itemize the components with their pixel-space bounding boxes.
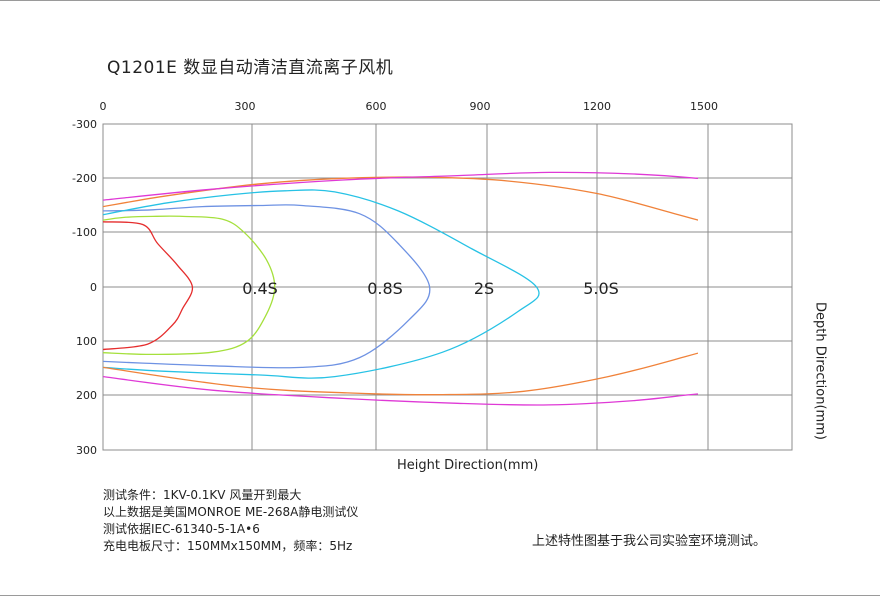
series-line bbox=[103, 189, 540, 379]
note-line: 充电电板尺寸：150MMx150MM，频率：5Hz bbox=[103, 539, 353, 553]
series-line bbox=[103, 215, 276, 356]
y-tick-label: 0 bbox=[90, 281, 97, 294]
test-conditions-notes: 测试条件：1KV-0.1KV 风量开到最大 以上数据是美国MONROE ME-2… bbox=[103, 487, 358, 555]
curve-label: 5.0S bbox=[583, 279, 619, 298]
chart-title: Q1201E 数显自动清洁直流离子风机 bbox=[107, 58, 394, 78]
x-tick-label: 1200 bbox=[583, 100, 611, 113]
x-tick-label: 900 bbox=[470, 100, 491, 113]
y-tick-label: 200 bbox=[76, 389, 97, 402]
curve-label: 0.4S bbox=[242, 279, 278, 298]
x-tick-label: 600 bbox=[366, 100, 387, 113]
note-line: 测试依据IEC-61340-5-1A•6 bbox=[103, 522, 260, 536]
note-line: 以上数据是美国MONROE ME-268A静电测试仪 bbox=[103, 505, 359, 519]
footnote: 上述特性图基于我公司实验室环境测试。 bbox=[532, 534, 767, 549]
series-line bbox=[103, 171, 698, 201]
series-line bbox=[103, 375, 698, 406]
series-line bbox=[103, 221, 194, 351]
y-axis-label: Depth Direction(mm) bbox=[812, 302, 828, 440]
x-tick-label: 0 bbox=[100, 100, 107, 113]
y-tick-label: -100 bbox=[72, 226, 97, 239]
series-line bbox=[103, 352, 698, 396]
x-axis-label: Height Direction(mm) bbox=[397, 458, 539, 473]
x-tick-label: 300 bbox=[235, 100, 256, 113]
curve-label: 2S bbox=[474, 279, 494, 298]
x-tick-label: 1500 bbox=[690, 100, 718, 113]
note-line: 测试条件：1KV-0.1KV 风量开到最大 bbox=[103, 488, 302, 502]
y-tick-label: 300 bbox=[76, 444, 97, 457]
curve-label: 0.8S bbox=[367, 279, 403, 298]
frame-top-line bbox=[0, 0, 880, 1]
y-tick-label: -300 bbox=[72, 118, 97, 131]
series-line bbox=[103, 204, 431, 369]
frame-bottom-line bbox=[0, 595, 880, 596]
y-tick-label: 100 bbox=[76, 335, 97, 348]
y-tick-label: -200 bbox=[72, 172, 97, 185]
